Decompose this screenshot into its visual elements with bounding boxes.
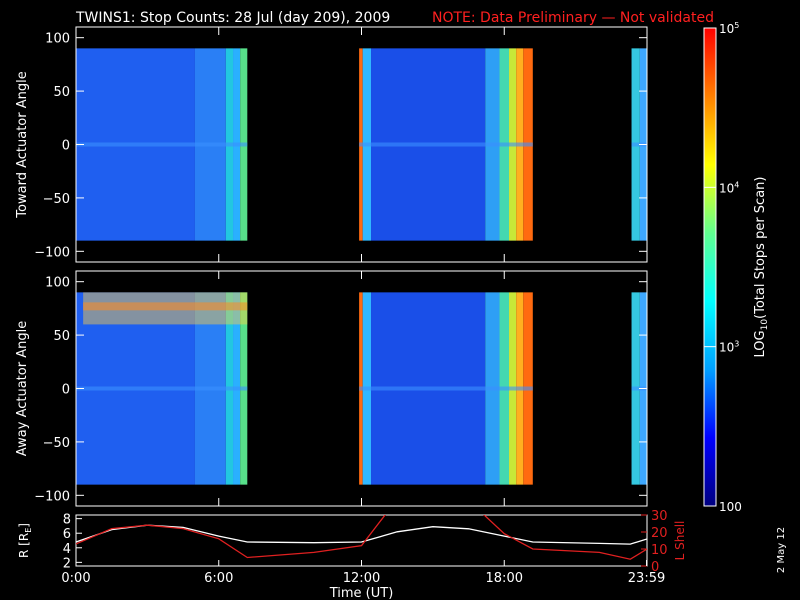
- colorbar: [703, 27, 717, 507]
- right-axis-label: L Shell: [673, 521, 687, 561]
- x-tick-label: 18:00: [486, 571, 523, 586]
- right-tick-label: 0: [651, 560, 659, 575]
- heatmap-toward: [76, 48, 647, 241]
- left-tick-label: 2: [63, 556, 71, 571]
- y-tick-label: −50: [43, 192, 70, 207]
- left-tick-label: 6: [63, 527, 71, 542]
- y-tick-label: 100: [45, 32, 70, 47]
- data-note: NOTE: Data Preliminary — Not validated: [432, 10, 714, 26]
- orbit-lines: [76, 515, 647, 560]
- x-axis-label: Time (UT): [329, 586, 394, 600]
- right-tick-label: 10: [651, 543, 668, 558]
- y-tick-label: 50: [53, 85, 70, 100]
- colorbar-tick-label: 100: [719, 500, 742, 514]
- chart-title: TWINS1: Stop Counts: 28 Jul (day 209), 2…: [75, 10, 390, 26]
- y-tick-label: −50: [43, 436, 70, 451]
- right-tick-label: 30: [651, 509, 668, 524]
- right-tick-label: 20: [651, 526, 668, 541]
- y-tick-label: 0: [62, 383, 70, 398]
- y-axis-label: Away Actuator Angle: [15, 321, 30, 456]
- date-stamp: 2 May 12: [776, 527, 787, 573]
- zero-angle-stripe: [76, 386, 248, 391]
- left-tick-label: 8: [63, 513, 71, 528]
- x-tick-label: 12:00: [343, 571, 380, 586]
- orbit-frame: [75, 514, 648, 567]
- colorbar-label: LOG10(Total Stops per Scan): [753, 177, 770, 358]
- left-axis-label: R [RE]: [17, 523, 33, 558]
- series-line-l-shell: [76, 515, 647, 560]
- y-tick-label: −100: [34, 489, 70, 504]
- y-tick-label: 100: [45, 276, 70, 291]
- left-tick-label: 4: [63, 542, 71, 557]
- zero-angle-stripe: [359, 142, 533, 147]
- heatmap-away: [76, 292, 647, 485]
- colorbar-tick-label: 105: [719, 21, 739, 36]
- colorbar-tick-label: 104: [719, 180, 739, 195]
- zero-angle-stripe: [359, 386, 533, 391]
- y-tick-label: 0: [62, 139, 70, 154]
- zero-angle-stripe: [76, 142, 248, 147]
- series-line-r: [76, 524, 647, 545]
- y-tick-label: −100: [34, 245, 70, 260]
- x-tick-label: 23:59: [628, 571, 665, 586]
- colorbar-tick-label: 103: [719, 340, 739, 355]
- y-axis-label: Toward Actuator Angle: [15, 71, 30, 218]
- heatmap-highlight-core: [83, 302, 248, 311]
- x-tick-label: 0:00: [61, 571, 90, 586]
- y-tick-label: 50: [53, 329, 70, 344]
- x-tick-label: 6:00: [204, 571, 233, 586]
